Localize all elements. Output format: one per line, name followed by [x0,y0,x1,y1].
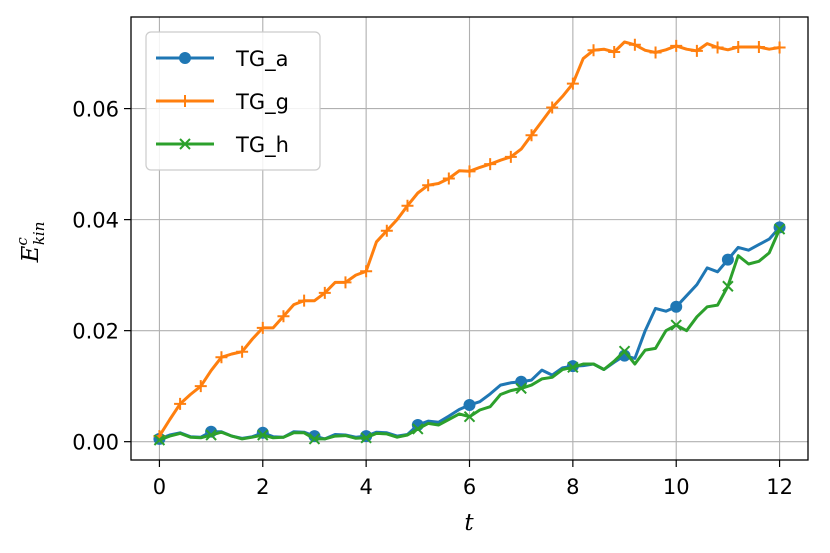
legend-entry-TG_h: TG_h [156,133,289,158]
data-point [298,294,311,307]
legend-marker [179,138,191,150]
data-point [308,433,321,445]
svg-text:Eckin: Eckin [13,222,48,264]
x-axis-label: t [464,510,474,536]
y-tick-label: 0.02 [72,320,119,344]
data-point [339,276,352,289]
data-point [504,150,517,163]
y-axis-label: Eckin [13,222,48,264]
data-point [256,321,269,334]
data-point [732,40,745,53]
legend-marker [179,95,191,107]
data-point [236,345,249,358]
x-tick-label: 6 [463,475,476,499]
data-point [670,319,682,331]
data-point [628,38,641,51]
legend-entry-TG_g: TG_g [156,90,289,115]
series-TG_h [153,223,786,446]
data-point [773,223,786,235]
data-point [401,199,414,212]
data-point [174,397,187,410]
data-point [205,429,217,441]
data-point [412,423,424,435]
legend-box [145,31,321,171]
data-point [215,351,228,364]
y-axis-label-sup: c [13,237,31,246]
data-point [442,172,455,185]
data-point [773,41,786,54]
legend-label: TG_a [235,47,288,72]
x-tick-label: 8 [566,475,579,499]
data-point [484,158,497,171]
x-tick-label: 4 [359,475,372,499]
data-point [649,46,662,59]
data-point [567,361,579,373]
y-axis-label-sub: kin [30,222,48,246]
ticks: 0 2 4 6 8 10 12 0.00 0.02 0.04 0.06 [72,98,793,499]
data-point [525,129,538,142]
y-tick-label: 0.04 [72,209,119,233]
series-TG_g [153,38,786,443]
data-point [546,101,559,114]
data-point [463,399,476,412]
data-point [463,165,476,178]
data-point [670,39,683,52]
data-point [587,44,600,57]
data-point [277,310,290,323]
data-point [422,179,435,192]
x-tick-label: 12 [766,475,793,499]
x-tick-label: 10 [663,475,690,499]
data-point [566,77,579,90]
data-point [257,429,269,441]
y-tick-label: 0.00 [72,431,119,455]
data-point [360,432,372,444]
data-point [752,40,765,53]
data-point [318,286,331,299]
data-point [773,221,786,234]
data-point [618,345,631,357]
x-tick-label: 0 [153,475,166,499]
y-tick-label: 0.06 [72,98,119,122]
data-point [690,44,703,57]
data-point [608,45,621,58]
data-point [463,410,476,423]
data-point [360,265,373,278]
data-point [194,380,207,393]
data-point [721,253,734,266]
data-point [515,382,527,395]
data-point [722,280,734,292]
legend-marker [179,52,191,64]
x-tick-label: 2 [256,475,269,499]
y-axis-label-base: E [18,245,44,263]
series-layer [153,38,786,446]
legend-label: TG_h [235,133,289,158]
legend: TG_a TG_g TG_h [145,31,321,171]
legend-label: TG_g [235,90,289,115]
data-point [380,224,393,237]
legend-entries: TG_a TG_g TG_h [156,47,289,158]
data-point [670,300,683,313]
data-point [153,434,166,446]
data-point [711,41,724,54]
legend-entry-TG_a: TG_a [156,47,288,72]
